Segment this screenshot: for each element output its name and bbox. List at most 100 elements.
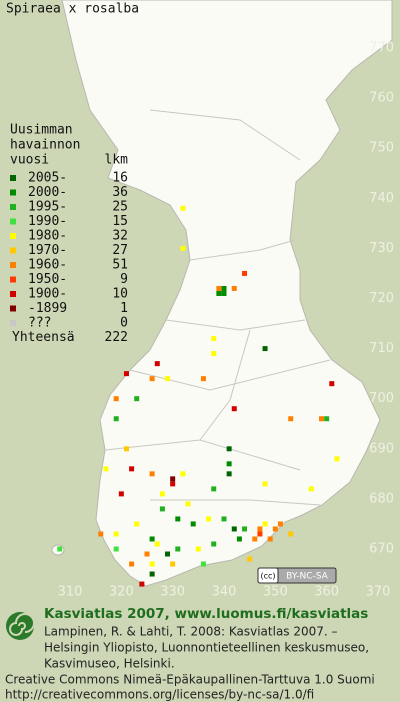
occurrence-square [103,466,109,472]
easting-label: 310 [58,585,83,600]
legend-count: 36 [112,185,128,200]
occurrence-square [221,516,227,522]
license-line: http://creativecommons.org/licenses/by-n… [5,688,314,702]
occurrence-square [113,531,119,537]
occurrence-square [113,546,119,552]
occurrence-square [200,376,206,382]
legend-label: 1900- [28,287,67,302]
occurrence-square [98,531,104,537]
occurrence-square [334,456,340,462]
legend-count-heading: lkm [105,153,129,168]
northing-label: 770 [369,41,394,56]
occurrence-square [165,551,171,557]
occurrence-square [252,536,258,542]
legend-label: 1995- [28,200,67,215]
occurrence-square [195,546,201,552]
total-label: Yhteensä [12,330,75,345]
badge-label: BY-NC-SA [286,572,329,582]
occurrence-square [175,546,181,552]
occurrence-square [149,376,155,382]
citation-line: Lampinen, R. & Lahti, T. 2008: Kasviatla… [44,625,338,639]
occurrence-square [159,491,165,497]
legend-swatch [10,305,16,312]
occurrence-square [170,561,176,567]
legend-heading: vuosi [10,153,49,168]
occurrence-square [242,270,248,276]
occurrence-square [221,285,227,291]
legend-swatch [10,262,16,268]
occurrence-square [113,416,119,422]
occurrence-square [200,561,206,567]
occurrence-square [134,396,140,402]
province-borders [104,109,331,506]
northing-label: 710 [369,341,394,356]
legend-count: 1 [120,301,128,316]
occurrence-square [134,521,140,527]
occurrence-square [231,406,237,412]
northing-label: 760 [369,91,394,106]
northing-label: 680 [369,491,394,506]
occurrence-square [154,361,160,367]
occurrence-square [149,571,155,577]
finland-outline [61,0,393,587]
occurrence-square [231,285,237,291]
legend-label: 2005- [28,171,67,186]
legend-swatch [10,204,16,210]
occurrence-square [288,416,294,422]
occurrence-square [226,461,232,467]
legend-label: 1970- [28,243,67,258]
total-count: 222 [105,330,128,345]
legend-swatch [10,276,16,283]
occurrence-square [329,381,335,387]
legend-swatch [10,175,16,181]
northing-label: 750 [369,141,394,156]
occurrence-square [175,516,181,522]
occurrence-square [149,536,155,542]
occurrence-square [216,285,222,291]
legend-count: 25 [112,200,128,215]
occurrence-square [277,521,283,527]
occurrence-square [319,416,325,422]
occurrence-square [216,290,222,296]
occurrence-square [165,376,171,382]
occurrence-square [226,471,232,477]
occurrence-square [144,551,150,557]
occurrence-square [57,546,63,552]
northing-label: 690 [369,441,394,456]
occurrence-square [185,501,191,507]
occurrence-square [159,506,165,512]
legend-label: 1960- [28,258,67,273]
occurrence-square [272,526,278,532]
occurrence-square [288,531,294,537]
logo [6,612,35,640]
occurrence-square [170,481,176,487]
northing-label: 740 [369,191,394,206]
occurrence-square [262,481,268,487]
legend-swatch [10,320,16,326]
occurrence-square [211,486,217,492]
legend-count: 15 [112,214,128,229]
occurrence-square [170,476,176,482]
citation-line: Kasvimuseo, Helsinki. [44,657,175,671]
occurrence-square [206,516,212,522]
occurrence-square [139,581,145,587]
legend-label: 1980- [28,229,67,244]
occurrence-square [129,561,135,567]
northing-label: 720 [369,291,394,306]
occurrence-square [113,396,119,402]
occurrence-square [123,371,129,377]
legend-label: 2000- [28,185,67,200]
legend-count: 27 [112,243,128,258]
legend-count: 9 [120,272,128,287]
legend-swatch [10,189,16,196]
occurrence-square [211,351,217,357]
map-title: Spiraea x rosalba [6,2,139,17]
citation-line: Helsingin Yliopisto, Luonnontieteellinen… [44,641,369,655]
legend-count: 0 [120,316,128,331]
occurrence-square [242,526,248,532]
occurrence-square [180,205,186,211]
legend-label: -1899 [28,301,67,316]
occurrence-square [180,471,186,477]
legend-label: ??? [28,316,51,331]
